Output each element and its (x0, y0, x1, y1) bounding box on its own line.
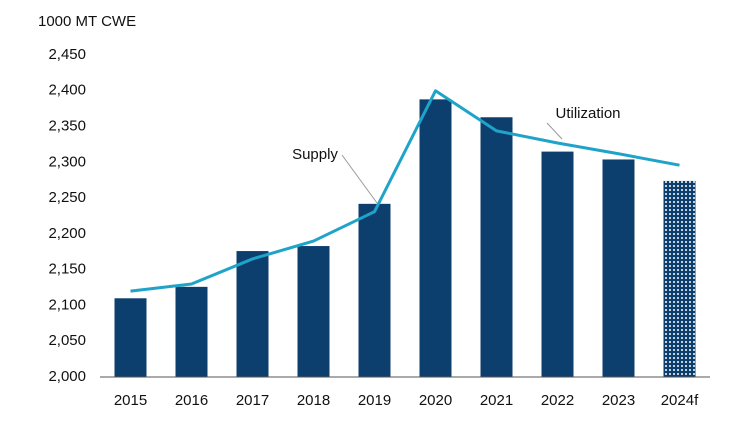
x-tick-label: 2015 (114, 392, 147, 409)
bar (602, 159, 635, 377)
y-tick-label: 2,400 (48, 82, 86, 99)
x-tick-label: 2023 (602, 392, 635, 409)
y-tick-label: 2,000 (48, 368, 86, 385)
annotation-leader (341, 154, 378, 204)
bar (175, 286, 208, 377)
bar (541, 151, 574, 377)
bar (480, 117, 513, 378)
bar (236, 251, 269, 377)
y-tick-label: 2,100 (48, 296, 86, 313)
y-tick-label: 2,250 (48, 189, 86, 206)
x-tick-label: 2021 (480, 392, 513, 409)
bar (114, 298, 147, 377)
y-tick-label: 2,300 (48, 153, 86, 170)
x-tick-label: 2017 (236, 392, 269, 409)
bar (663, 180, 696, 377)
bar (419, 99, 452, 377)
x-tick-label: 2018 (297, 392, 330, 409)
y-tick-label: 2,050 (48, 332, 86, 349)
series-label: Supply (292, 146, 338, 163)
bar (358, 203, 391, 377)
annotation-leader (546, 122, 563, 140)
x-tick-label: 2020 (419, 392, 452, 409)
series-label: Utilization (555, 105, 620, 122)
y-tick-label: 2,350 (48, 118, 86, 135)
line (130, 89, 680, 293)
y-tick-label: 2,200 (48, 225, 86, 242)
x-tick-label: 2016 (175, 392, 208, 409)
x-tick-label: 2022 (541, 392, 574, 409)
x-tick-label: 2019 (358, 392, 391, 409)
bar (297, 246, 330, 377)
y-tick-label: 2,450 (48, 46, 86, 63)
x-tick-label: 2024f (661, 392, 699, 409)
y-tick-label: 2,150 (48, 261, 86, 278)
y-axis-label: 1000 MT CWE (38, 13, 136, 30)
